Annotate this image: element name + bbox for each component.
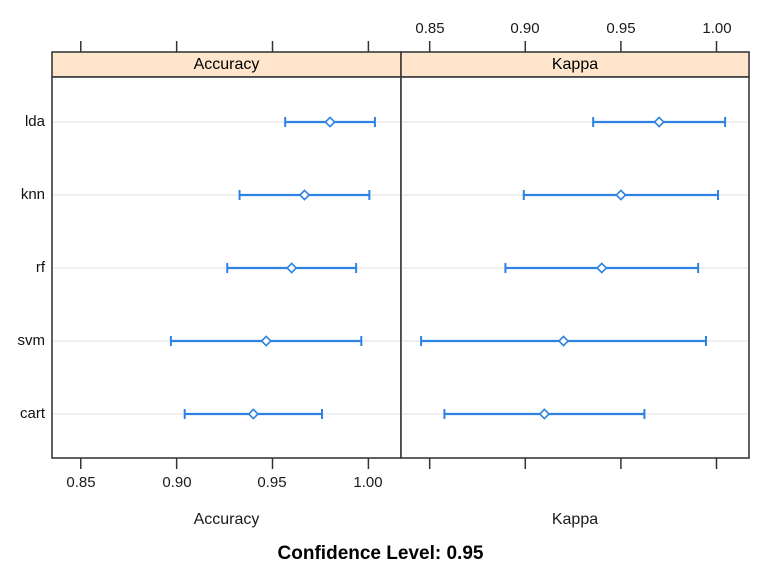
strip-label-accuracy: Accuracy (193, 56, 260, 73)
mean-diamond-marker-accuracy-knn (298, 189, 311, 201)
mean-diamond-marker-kappa-svm (557, 335, 570, 347)
bottom-axis-tick-label: 0.95 (257, 474, 287, 491)
top-axis-tick-label: 0.90 (510, 20, 540, 37)
confidence-level-caption: Confidence Level: 0.95 (277, 543, 484, 564)
mean-diamond-marker-kappa-lda (653, 116, 665, 128)
top-axis-tick-label: 0.95 (606, 20, 636, 37)
strip-header (51, 51, 402, 78)
bottom-axis-tick-label: 1.00 (353, 474, 383, 491)
category-label-lda: lda (24, 113, 45, 130)
strip-header (400, 51, 750, 78)
mean-diamond-marker-kappa-rf (596, 262, 608, 274)
category-label-rf: rf (35, 259, 45, 276)
top-axis-tick-label: 1.00 (702, 20, 732, 37)
strip-label-kappa: Kappa (551, 56, 599, 73)
mean-diamond-marker-accuracy-lda (324, 116, 336, 128)
xaxis-title-kappa: Kappa (551, 511, 599, 528)
mean-diamond-marker-accuracy-svm (260, 335, 272, 347)
mean-diamond-marker-accuracy-rf (285, 262, 298, 274)
category-label-svm: svm (17, 332, 46, 349)
mean-diamond-marker-accuracy-cart (247, 408, 260, 420)
bottom-axis-tick-label: 0.90 (162, 474, 192, 491)
mean-diamond-marker-kappa-cart (538, 408, 551, 420)
bottom-axis-tick-label: 0.85 (66, 474, 96, 491)
mean-diamond-marker-kappa-knn (615, 189, 627, 201)
category-label-cart: cart (19, 405, 45, 422)
category-label-knn: knn (20, 186, 45, 203)
top-axis-tick-label: 0.85 (415, 20, 445, 37)
xaxis-title-accuracy: Accuracy (193, 511, 260, 528)
